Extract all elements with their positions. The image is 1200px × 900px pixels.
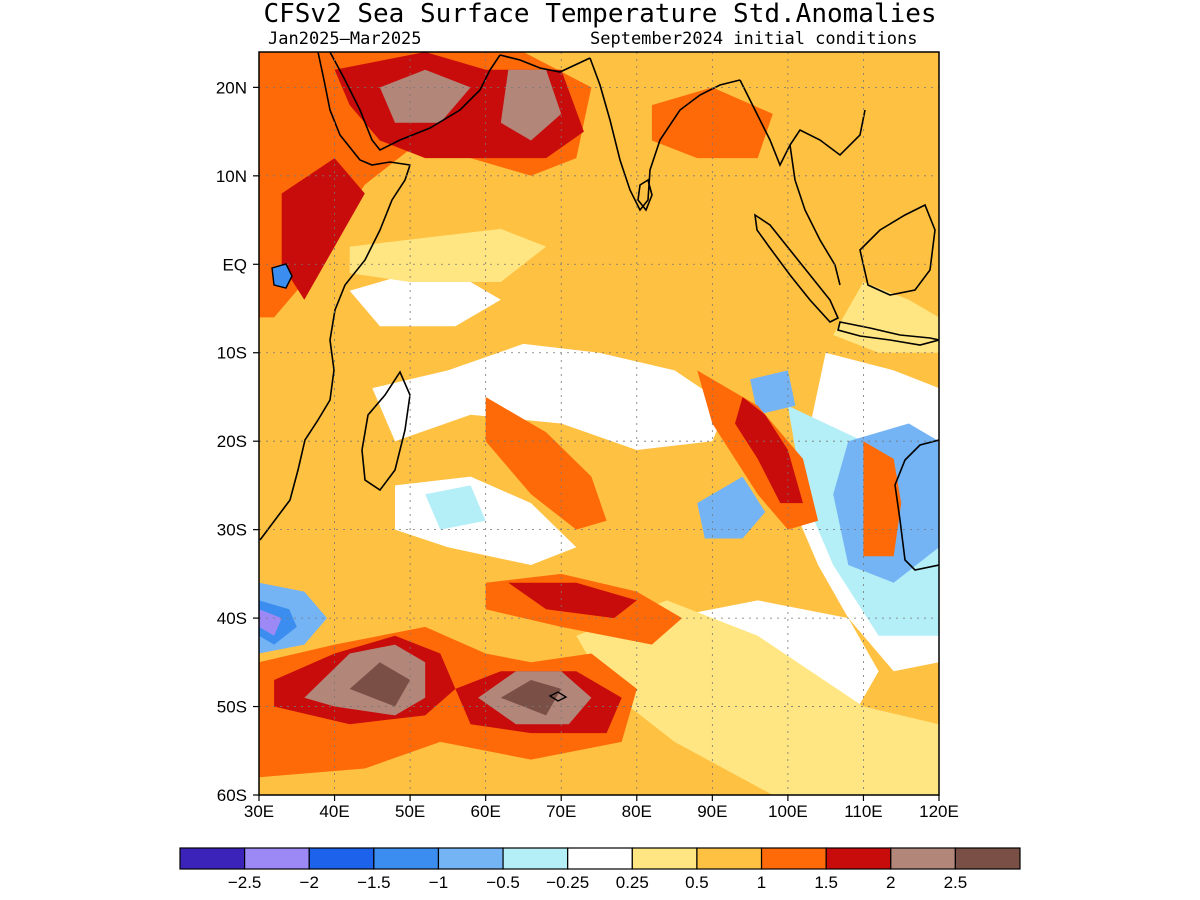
lon-tick-label: 100E (768, 802, 808, 821)
colorbar-label: −1 (429, 873, 448, 892)
anomaly-region-dark-brown (349, 662, 411, 707)
lon-tick-label: 90E (697, 802, 727, 821)
map-frame (258, 51, 940, 796)
colorbar-label: 2.5 (944, 873, 968, 892)
coastline-iran (499, 54, 591, 73)
colorbar-swatch (179, 847, 246, 870)
colorbar-swatch (244, 847, 310, 870)
coastline-malay (789, 144, 841, 286)
anomaly-region-brown (379, 69, 471, 123)
colorbar-label: 2 (886, 873, 895, 892)
coastline-sri-lanka (637, 178, 653, 212)
lat-tick-label: 10S (217, 344, 247, 363)
lat-tick-label: EQ (222, 255, 247, 274)
coastline-madagascar (361, 370, 411, 492)
coastline-arabia (329, 52, 501, 152)
lat-tick-label: 40S (217, 609, 247, 628)
colorbar-swatch (567, 847, 633, 870)
forecast-period-label: Jan2025–Mar2025 (268, 29, 422, 49)
lat-tick-label: 20S (217, 432, 247, 451)
coastline-africa (259, 52, 412, 541)
colorbar-label: −0.5 (486, 873, 520, 892)
lon-tick-label: 40E (319, 802, 349, 821)
colorbar-label: 0.25 (616, 873, 649, 892)
anomaly-region-light-blue (425, 485, 486, 530)
anomaly-region-red (735, 397, 803, 504)
anomaly-regions (259, 52, 939, 795)
coastline-java (837, 321, 939, 346)
colorbar-label: −0.25 (546, 873, 589, 892)
anomaly-region-blue (697, 476, 766, 539)
colorbar-swatch (373, 847, 440, 870)
anomaly-region-light-yellow (349, 228, 547, 282)
coastline-australia (894, 439, 939, 571)
colorbar-swatch (954, 847, 1021, 870)
colorbar-swatch (825, 847, 892, 870)
colorbar-swatch (696, 847, 763, 870)
lon-tick-label: 60E (471, 802, 501, 821)
lon-tick-label: 30E (244, 802, 274, 821)
anomaly-region-light-yellow (833, 282, 939, 353)
coastline-india (589, 57, 741, 212)
map-title: CFSv2 Sea Surface Temperature Std.Anomal… (263, 0, 937, 29)
lon-tick-label: 110E (844, 802, 882, 821)
anomaly-region-red (508, 582, 637, 619)
colorbar-label: 1.5 (814, 873, 838, 892)
lon-tick-label: 80E (622, 802, 652, 821)
coastline-borneo (859, 203, 936, 296)
anomaly-region-orange (485, 397, 607, 530)
colorbar-swatch (890, 847, 956, 870)
coastline-myanmar (739, 79, 866, 167)
colorbar-swatch (437, 847, 504, 870)
lat-tick-label: 30S (217, 521, 247, 540)
colorbar-swatch (308, 847, 375, 870)
colorbar-swatch (760, 847, 827, 870)
anomaly-region-light-yellow (576, 600, 939, 795)
colorbar-label: 0.5 (685, 873, 709, 892)
initial-conditions-label: September2024 initial conditions (590, 29, 918, 49)
coastline-kerguelen (548, 691, 568, 702)
gridlines (259, 52, 939, 795)
lon-tick-label: 70E (546, 802, 576, 821)
colorbar-label: −2.5 (228, 873, 262, 892)
lat-tick-label: 50S (217, 698, 247, 717)
lat-tick-label: 60S (217, 786, 247, 805)
anomaly-region-white (372, 343, 728, 450)
coastlines (259, 52, 939, 702)
lat-tick-label: 20N (216, 78, 247, 97)
lat-tick-label: 10N (216, 167, 247, 186)
colorbar-label: −2 (300, 873, 319, 892)
colorbar-label: −1.5 (357, 873, 391, 892)
lon-tick-label: 50E (395, 802, 425, 821)
colorbar: −2.5 −2 −1.5 −1 −0.5 −0.25 0.25 0.5 1 1.5 2 2.5 (179, 847, 1021, 892)
coastline-sumatra (753, 213, 840, 323)
colorbar-swatch (631, 847, 698, 870)
anomaly-region-orange (863, 441, 902, 557)
colorbar-label: 1 (757, 873, 766, 892)
colorbar-swatch (502, 847, 569, 870)
anomaly-region-purple (259, 609, 282, 636)
axis-ticks: 30E 40E 50E 60E 70E 80E 90E 100E 110E 120E 20N 10N E… (216, 78, 959, 821)
lon-tick-label: 120E (919, 802, 959, 821)
anomaly-region-blue (750, 370, 796, 415)
coastline-lake-victoria (271, 263, 293, 289)
anomaly-region-white (349, 273, 501, 327)
